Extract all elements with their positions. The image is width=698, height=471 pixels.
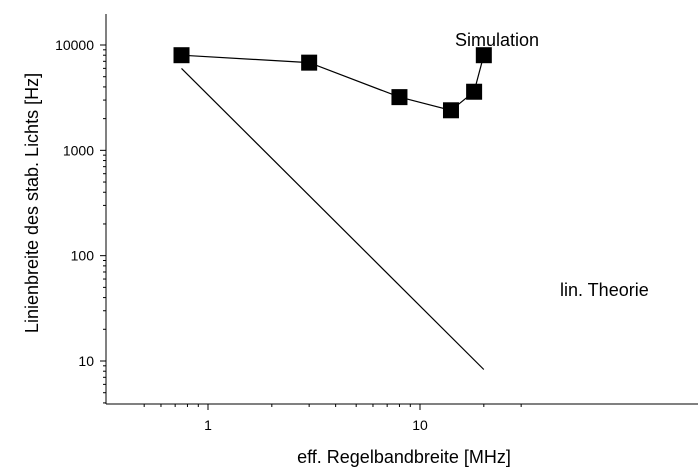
y-tick-label: 1000 (63, 142, 94, 158)
annotation-lin-theorie: lin. Theorie (560, 280, 649, 300)
data-point-simulation (442, 102, 459, 119)
axes: 10 100 1000 10000 1 10 (55, 14, 698, 433)
x-axis-title: eff. Regelbandbreite [MHz] (297, 447, 511, 467)
data-point-simulation (475, 47, 492, 64)
plot-marks (173, 47, 492, 370)
data-point-simulation (173, 47, 190, 64)
y-tick-label: 10000 (55, 37, 94, 53)
x-tick-label: 10 (412, 417, 428, 433)
data-point-simulation (466, 83, 483, 100)
annotation-simulation: Simulation (455, 30, 539, 50)
x-tick-label: 1 (204, 417, 212, 433)
y-tick-label: 10 (78, 353, 94, 369)
data-point-simulation (391, 89, 408, 106)
y-tick-label: 100 (71, 248, 95, 264)
y-axis-title: Linienbreite des stab. Lichts [Hz] (22, 73, 42, 333)
data-point-simulation (301, 54, 318, 71)
series-line-simulation (181, 54, 485, 111)
series-line-lin-theorie (181, 67, 485, 370)
